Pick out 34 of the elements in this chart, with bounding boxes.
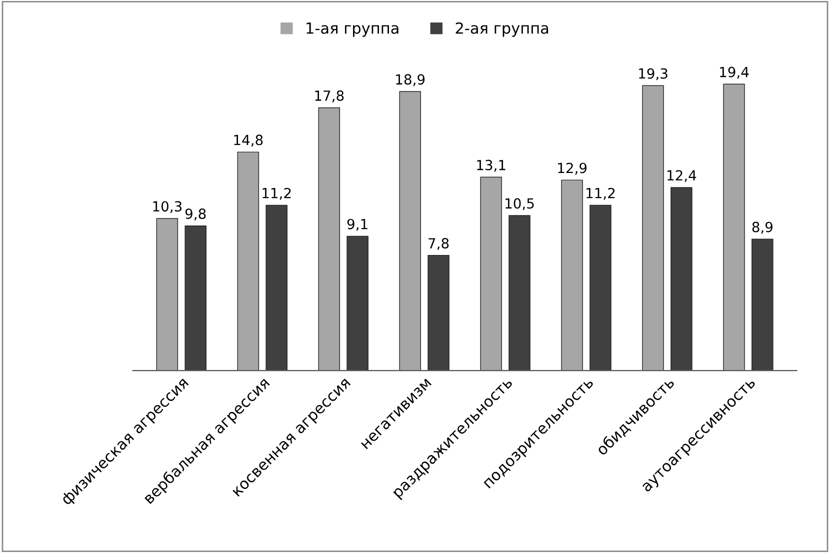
bar <box>399 91 421 371</box>
data-label: 17,8 <box>315 90 344 102</box>
bar <box>670 187 692 371</box>
bar <box>318 107 340 371</box>
data-label: 8,9 <box>752 222 772 234</box>
data-label: 10,5 <box>506 198 534 210</box>
bar <box>642 85 664 371</box>
data-label: 10,3 <box>153 201 182 214</box>
legend-label: 1-ая группа <box>306 22 398 37</box>
bar <box>156 218 178 371</box>
bar <box>508 215 530 371</box>
bar <box>723 84 745 371</box>
bar <box>590 204 612 371</box>
data-label: 9,1 <box>347 218 368 231</box>
data-label: 13,1 <box>477 160 506 172</box>
legend-label: 2-ая группа <box>456 22 548 37</box>
bar <box>266 204 288 371</box>
data-label: 11,2 <box>262 188 291 200</box>
data-label: 9,8 <box>185 208 206 220</box>
data-label: 7,8 <box>428 238 449 250</box>
data-label: 18,9 <box>396 74 425 86</box>
bar <box>237 152 260 371</box>
data-label: 11,2 <box>586 188 615 200</box>
bar <box>480 176 502 371</box>
bar <box>561 180 583 371</box>
bar <box>184 225 206 371</box>
bar <box>346 236 368 371</box>
data-label: 19,4 <box>720 66 749 79</box>
data-label: 12,9 <box>558 162 587 175</box>
bar <box>752 238 774 371</box>
bar <box>428 255 450 371</box>
data-label: 19,3 <box>639 68 668 80</box>
data-label: 14,8 <box>234 134 263 147</box>
data-label: 12,4 <box>668 170 696 182</box>
